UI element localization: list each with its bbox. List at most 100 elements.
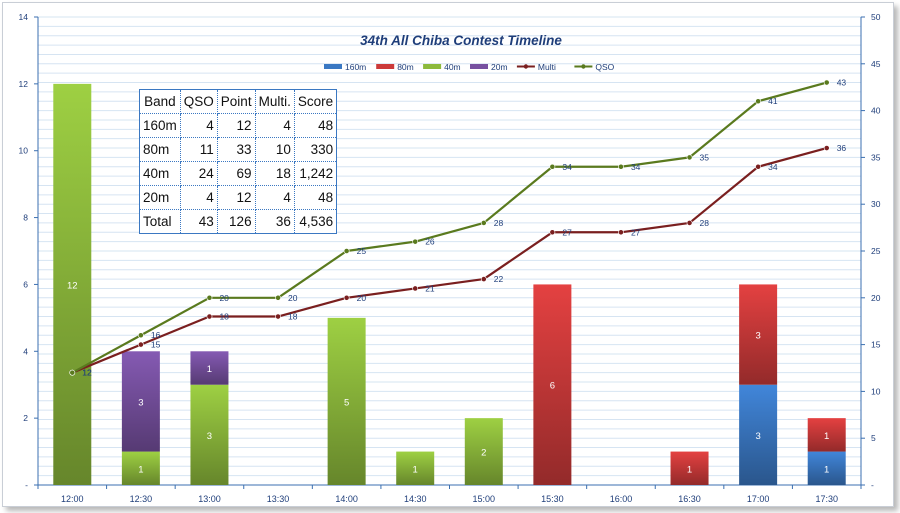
point-label-Multi: 34 (768, 162, 778, 172)
bar-20m (190, 351, 229, 385)
point-Multi (686, 220, 693, 226)
point-label-QSO: 28 (494, 218, 504, 228)
point-label-Multi: 22 (494, 274, 504, 284)
bar-value-label: 5 (344, 397, 349, 408)
bar-value-label: 1 (824, 464, 829, 475)
bar-80m (739, 284, 778, 385)
right-tick-label: - (871, 480, 874, 490)
left-tick-label: 4 (23, 346, 28, 356)
point-Multi (480, 276, 487, 282)
cell-band: 80m (139, 137, 181, 162)
point-QSO (343, 248, 350, 254)
bar-160m (807, 451, 846, 485)
line-Multi (71, 146, 827, 374)
table-row: 160m 4 12 4 48 (139, 113, 338, 138)
bar-80m (533, 284, 572, 485)
point-label-QSO: 41 (768, 96, 778, 106)
bar-value-label: 1 (207, 364, 212, 375)
right-tick-label: 5 (871, 433, 876, 443)
legend-swatch-20m (470, 64, 488, 69)
cell-qso: 4 (179, 113, 218, 138)
cell-qso: 43 (179, 209, 218, 234)
legend-marker-Multi (523, 64, 529, 69)
point-label-QSO: 34 (562, 162, 572, 172)
cell-qso: 4 (179, 185, 218, 210)
line-QSO (71, 81, 827, 374)
legend-label-40m: 40m (444, 62, 461, 72)
legend-swatch-160m (324, 64, 342, 69)
cell-score: 330 (293, 137, 338, 162)
bar-40m (190, 384, 229, 485)
left-tick-label: 14 (19, 12, 29, 22)
table-header-row: Band QSO Point Multi. Score (139, 89, 338, 114)
point-QSO (275, 294, 281, 301)
cell-multi: 18 (254, 161, 295, 186)
cell-score: 48 (293, 185, 338, 210)
point-QSO (412, 238, 419, 245)
table-row: 80m 11 33 10 330 (139, 137, 338, 162)
chart-frame: -2 4 6 8 10 12 14-5 10 15 20 25 30 35 40 45 50 12:00 12:3… (2, 2, 894, 507)
left-tick-label: 8 (23, 213, 28, 223)
point-label-QSO: 16 (151, 330, 161, 340)
bar-80m (807, 418, 846, 452)
legend-marker-QSO (581, 64, 586, 69)
legend-label-Multi: Multi (538, 62, 556, 72)
bar-value-label: 6 (550, 381, 555, 392)
right-tick-label: 10 (871, 386, 881, 396)
point-Multi (755, 163, 762, 170)
point-QSO (480, 220, 487, 226)
bar-value-label: 3 (138, 397, 143, 408)
left-tick-label: 10 (19, 146, 29, 156)
cell-band: 20m (139, 185, 181, 210)
cell-multi: 10 (254, 137, 295, 162)
point-label-Multi: 12 (82, 368, 92, 378)
bar-40m (396, 451, 435, 485)
x-tick-label: 17:30 (815, 494, 838, 504)
legend-label-160m: 160m (345, 62, 366, 72)
x-tick-label: 17:00 (747, 494, 770, 504)
left-tick-label: 2 (23, 413, 28, 423)
bar-40m (327, 317, 366, 485)
x-tick-label: 12:00 (61, 494, 84, 504)
point-QSO (618, 163, 624, 170)
point-label-QSO: 20 (288, 293, 298, 303)
cell-band: Total (139, 209, 181, 234)
legend-swatch-40m (423, 64, 442, 69)
point-QSO (823, 79, 830, 86)
cell-point: 126 (216, 209, 256, 234)
x-tick-label: 16:30 (678, 494, 701, 504)
point-Multi (823, 145, 830, 151)
bar-value-label: 1 (413, 464, 418, 475)
cell-point: 33 (216, 137, 256, 162)
table-row: 20m 4 12 4 48 (139, 185, 338, 210)
point-label-Multi: 18 (219, 312, 229, 322)
left-tick-label: 6 (23, 279, 28, 289)
legend: 160m 80m 40m 20m Multi QSO (324, 62, 615, 72)
header-score: Score (293, 89, 338, 114)
cell-point: 12 (216, 113, 256, 138)
point-label-Multi: 27 (562, 227, 572, 237)
right-tick-label: 35 (871, 152, 881, 162)
bar-value-label: 1 (824, 431, 829, 442)
point-label-Multi: 21 (425, 283, 435, 293)
bar-40m (121, 451, 160, 485)
point-Multi (206, 313, 213, 320)
x-tick-label: 13:00 (198, 494, 221, 504)
point-label-Multi: 28 (700, 218, 710, 228)
point-Multi (549, 229, 556, 236)
right-tick-label: 45 (871, 59, 881, 69)
bar-value-label: 3 (755, 431, 760, 442)
header-qso: QSO (179, 89, 218, 114)
cell-score: 1,242 (293, 161, 338, 186)
header-point: Point (216, 89, 256, 114)
point-QSO (69, 369, 76, 376)
point-label-QSO: 34 (631, 162, 641, 172)
left-tick-label: - (25, 480, 28, 490)
cell-point: 69 (216, 161, 256, 186)
point-label-QSO: 20 (219, 293, 229, 303)
point-label-Multi: 20 (357, 293, 367, 303)
